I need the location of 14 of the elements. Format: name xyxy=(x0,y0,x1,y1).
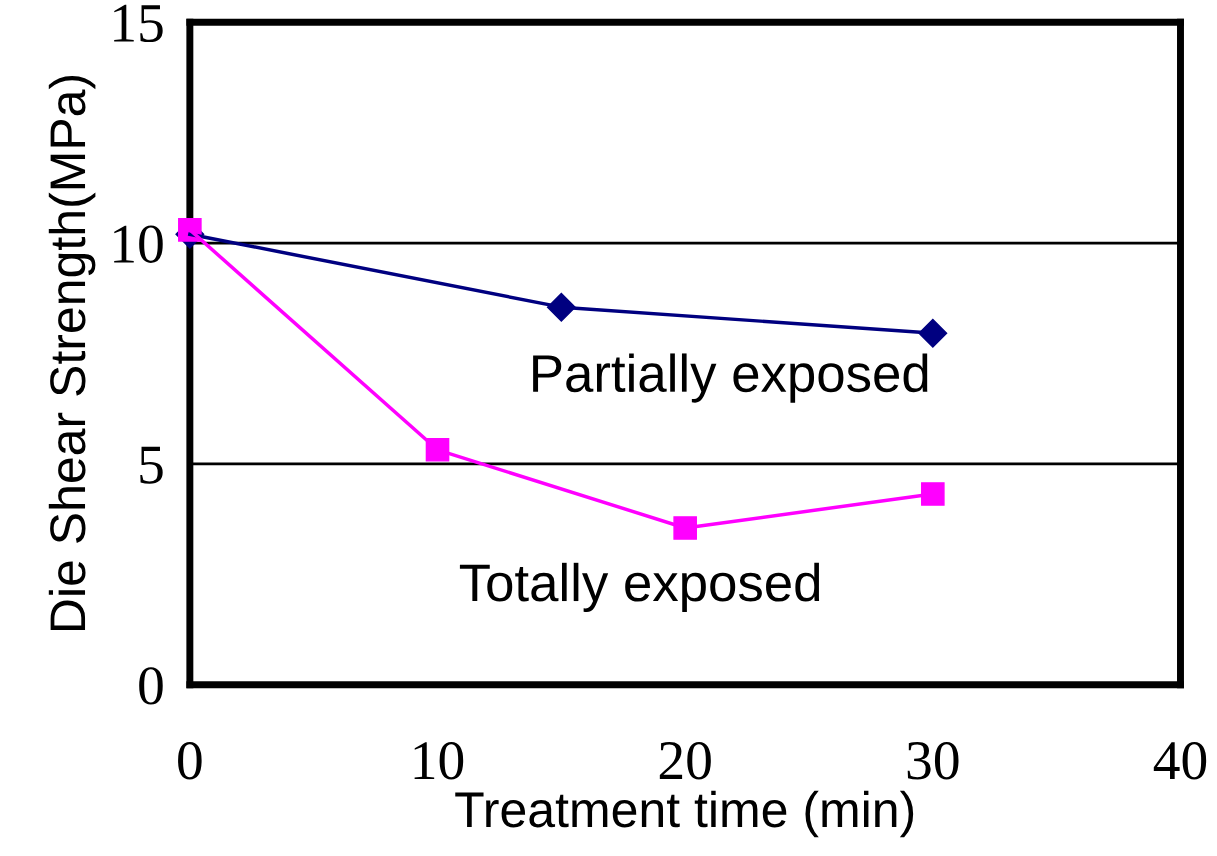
x-tick-label: 10 xyxy=(414,741,464,780)
x-axis-title: Treatment time (min) xyxy=(455,790,914,838)
x-tick-label: 30 xyxy=(907,741,959,780)
x-tick-label: 20 xyxy=(659,741,711,780)
y-tick-label: 5 xyxy=(140,446,163,484)
y-tick-label: 15 xyxy=(114,4,163,43)
x-tick-label: 0 xyxy=(178,741,202,780)
point xyxy=(921,482,945,506)
y-tick-label: 0 xyxy=(139,667,163,705)
series-label: Partially exposed xyxy=(533,353,928,403)
x-tick-label: 40 xyxy=(1153,741,1207,780)
y-axis-title: Die Shear Strength(MPa) xyxy=(48,75,96,631)
series-label: Totally exposed xyxy=(459,562,820,613)
y-tick-label: 10 xyxy=(114,225,163,263)
